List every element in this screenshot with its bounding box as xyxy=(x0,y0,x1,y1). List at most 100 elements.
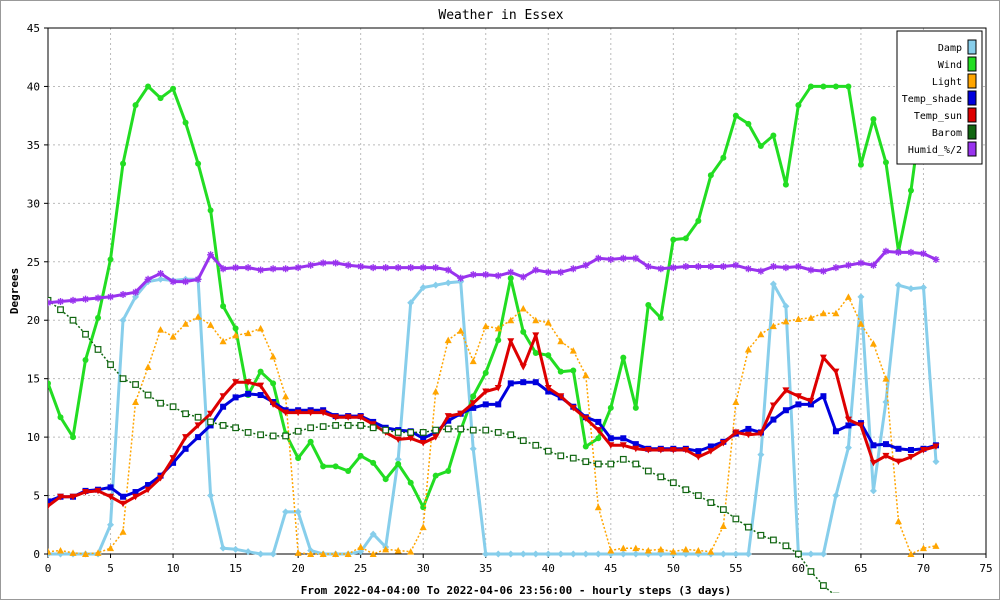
data-point-damp xyxy=(482,550,490,558)
data-point-barom xyxy=(482,426,490,434)
data-point-barom xyxy=(632,460,640,468)
data-point-wind xyxy=(532,349,539,356)
data-point-temp-sun xyxy=(194,422,202,429)
data-point-barom xyxy=(157,399,164,407)
data-point-barom xyxy=(132,381,139,388)
x-tick-label: 45 xyxy=(604,562,617,575)
data-point-wind xyxy=(845,83,852,90)
legend-label-barom: Barom xyxy=(932,128,962,139)
data-point-temp-sun xyxy=(444,413,452,420)
data-point-barom xyxy=(382,426,390,434)
data-point-wind xyxy=(645,302,652,309)
data-point-light xyxy=(582,371,590,379)
data-point-temp-sun xyxy=(582,415,590,422)
data-point-damp xyxy=(544,550,552,558)
data-point-light xyxy=(307,550,315,557)
data-point-humid-2 xyxy=(619,254,627,262)
x-tick-label: 75 xyxy=(979,562,992,575)
data-point-barom xyxy=(657,473,665,481)
data-point-damp xyxy=(519,550,527,558)
data-point-light xyxy=(757,330,765,338)
y-tick-label: 10 xyxy=(27,431,40,444)
data-point-barom xyxy=(858,598,864,599)
data-point-humid-2 xyxy=(269,265,277,273)
data-point-light xyxy=(344,550,352,557)
data-point-damp xyxy=(807,550,815,558)
data-point-humid-2 xyxy=(844,261,852,269)
data-point-light xyxy=(282,392,290,400)
data-point-barom xyxy=(582,458,590,466)
data-point-temp-sun xyxy=(357,414,365,421)
data-point-damp xyxy=(744,550,752,558)
data-point-light xyxy=(869,340,877,347)
data-point-wind xyxy=(770,132,777,139)
series-line-temp-sun xyxy=(48,333,937,508)
data-point-wind xyxy=(620,354,627,361)
data-point-light xyxy=(794,315,802,323)
data-point-barom xyxy=(444,425,452,433)
data-point-light xyxy=(107,544,115,552)
legend-swatch-light xyxy=(967,73,977,89)
data-point-temp-sun xyxy=(82,489,90,496)
data-point-barom xyxy=(769,536,777,544)
data-point-damp xyxy=(207,492,215,500)
data-point-humid-2 xyxy=(69,296,77,304)
series-barom xyxy=(48,296,864,599)
data-point-wind xyxy=(632,404,639,411)
data-point-temp-shade xyxy=(445,417,452,424)
data-point-humid-2 xyxy=(48,299,52,307)
data-point-damp xyxy=(507,550,515,558)
data-point-wind xyxy=(320,463,327,470)
data-point-wind xyxy=(170,85,177,92)
data-point-barom xyxy=(757,531,765,539)
legend-label-temp-sun: Temp_sun xyxy=(914,111,962,122)
data-point-temp-shade xyxy=(132,489,139,496)
series-line-light xyxy=(48,296,937,555)
data-point-damp xyxy=(719,550,727,558)
data-point-barom xyxy=(407,429,415,436)
data-point-wind xyxy=(57,414,64,421)
data-point-barom xyxy=(282,432,290,440)
data-point-humid-2 xyxy=(57,298,65,306)
data-point-temp-sun xyxy=(707,448,715,455)
data-point-temp-sun xyxy=(157,475,165,482)
data-point-humid-2 xyxy=(857,259,865,267)
data-point-barom xyxy=(257,431,265,439)
data-point-light xyxy=(819,309,827,317)
data-point-damp xyxy=(907,285,915,293)
data-point-humid-2 xyxy=(182,278,190,286)
data-point-wind xyxy=(357,452,364,459)
data-point-light xyxy=(119,528,127,535)
data-point-barom xyxy=(469,426,477,434)
data-point-humid-2 xyxy=(307,261,315,269)
data-point-temp-sun xyxy=(219,393,227,400)
data-point-light xyxy=(594,503,602,511)
data-point-temp-sun xyxy=(144,486,152,494)
data-point-temp-shade xyxy=(770,416,777,423)
data-point-temp-sun xyxy=(657,446,665,454)
data-point-barom xyxy=(219,422,227,429)
data-point-temp-sun xyxy=(107,493,115,501)
x-tick-label: 35 xyxy=(479,562,492,575)
data-point-wind xyxy=(82,356,89,363)
data-point-temp-sun xyxy=(757,430,765,438)
data-point-wind xyxy=(695,217,702,224)
data-point-damp xyxy=(832,492,840,500)
data-point-light xyxy=(919,544,927,552)
series-line-damp xyxy=(48,277,938,556)
data-point-barom xyxy=(744,523,752,531)
data-point-humid-2 xyxy=(244,264,252,272)
data-point-barom xyxy=(57,306,64,314)
data-point-damp xyxy=(869,487,877,495)
data-point-humid-2 xyxy=(519,273,527,281)
data-point-barom xyxy=(94,346,102,353)
data-point-light xyxy=(719,522,727,529)
data-point-temp-shade xyxy=(48,498,51,505)
data-point-humid-2 xyxy=(119,291,127,299)
data-point-light xyxy=(232,331,240,339)
legend: Damp Wind Light Temp_shade Temp_sun Barom Humi… xyxy=(896,30,983,165)
data-point-temp-shade xyxy=(632,441,639,448)
legend-label-light: Light xyxy=(932,77,962,88)
data-point-damp xyxy=(582,550,590,558)
data-point-humid-2 xyxy=(694,262,702,270)
